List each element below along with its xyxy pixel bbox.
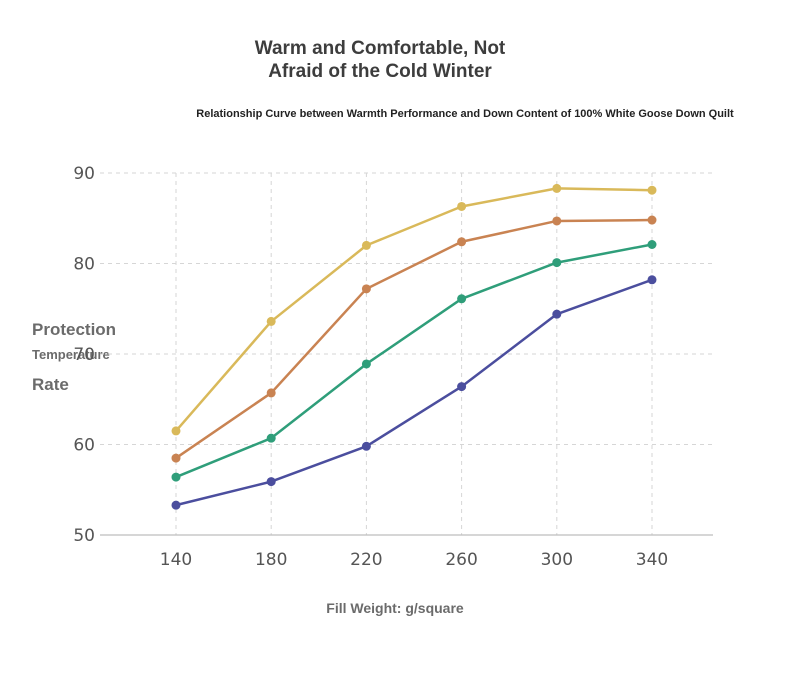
x-tick-label: 260: [445, 550, 477, 570]
y-tick-label: 70: [73, 345, 95, 365]
data-point-series-1: [457, 201, 467, 211]
data-point-series-1: [361, 240, 371, 250]
y-axis-label-line-1: Protection: [32, 320, 117, 339]
data-point-series-4: [171, 500, 181, 510]
data-point-series-4: [266, 477, 276, 487]
y-tick-label: 60: [73, 436, 95, 456]
x-tick-label: 340: [636, 550, 668, 570]
data-point-series-4: [647, 275, 657, 285]
data-point-series-2: [266, 388, 276, 398]
series-line-2: [175, 218, 653, 460]
x-axis-label: Fill Weight: g/square: [326, 600, 464, 616]
data-point-series-3: [647, 239, 657, 249]
data-point-series-3: [552, 258, 562, 268]
series-line-4: [175, 278, 653, 507]
chart-title-line-1: Warm and Comfortable, Not: [254, 38, 506, 59]
x-tick-label: 180: [255, 550, 287, 570]
y-tick-label: 80: [73, 255, 95, 275]
data-point-series-1: [552, 183, 562, 193]
data-point-series-1: [171, 426, 181, 436]
data-point-series-2: [361, 284, 371, 294]
chart-subtitle: Relationship Curve between Warmth Perfor…: [196, 108, 734, 120]
chart-title-line-2: Afraid of the Cold Winter: [268, 61, 492, 82]
y-axis-label-line-2: Temperature: [32, 347, 110, 362]
y-tick-label: 90: [73, 164, 95, 184]
y-tick-label: 50: [73, 526, 95, 546]
data-point-series-1: [266, 316, 276, 326]
series-line-3: [175, 243, 653, 479]
series-line-1: [175, 187, 653, 432]
data-point-series-2: [171, 453, 181, 463]
x-tick-label: 300: [541, 550, 573, 570]
y-axis-label-line-3: Rate: [32, 375, 69, 394]
data-point-series-3: [361, 359, 371, 369]
data-point-series-2: [457, 237, 467, 247]
data-point-series-2: [647, 215, 657, 225]
x-tick-label: 220: [350, 550, 382, 570]
data-point-series-3: [457, 294, 467, 304]
data-point-series-3: [171, 472, 181, 482]
data-point-series-4: [457, 382, 467, 392]
data-point-series-1: [647, 185, 657, 195]
data-point-series-2: [552, 216, 562, 226]
x-tick-label: 140: [160, 550, 192, 570]
data-point-series-4: [552, 309, 562, 319]
data-point-series-4: [361, 441, 371, 451]
data-point-series-3: [266, 433, 276, 443]
